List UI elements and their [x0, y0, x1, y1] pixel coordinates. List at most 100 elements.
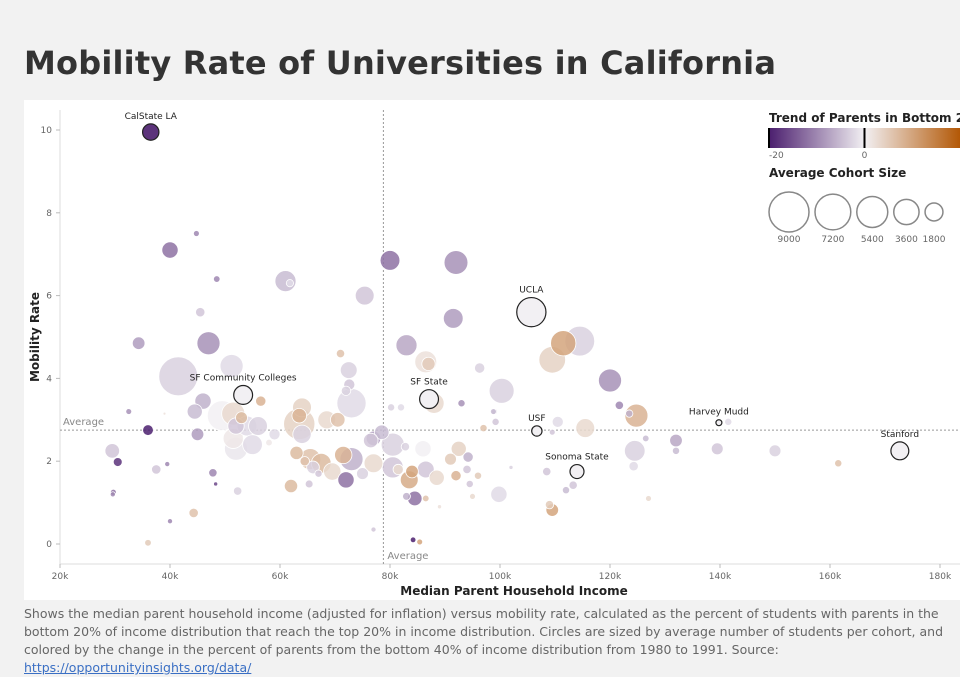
- size-legend-circle: [768, 191, 810, 233]
- data-point: [330, 412, 346, 428]
- data-point: [340, 385, 352, 396]
- data-point: [473, 471, 483, 480]
- average-mobility-label: Average: [63, 417, 104, 428]
- y-tick-label: 10: [41, 126, 53, 136]
- data-point: [193, 230, 200, 237]
- plot-area: 0 2 4 6 8 10 20k 40k 60k 80k 100k 120k 140k 160k 180k…: [41, 110, 960, 582]
- data-point: [465, 479, 474, 489]
- data-point: [314, 469, 323, 478]
- data-point: [469, 493, 476, 500]
- data-point: [289, 445, 304, 460]
- data-point: [479, 424, 488, 433]
- point-label: Harvey Mudd: [689, 408, 749, 418]
- x-tick-label: 140k: [709, 572, 732, 582]
- chart-panel: 0 2 4 6 8 10 20k 40k 60k 80k 100k 120k 140k 160k 180k…: [24, 100, 960, 600]
- data-point: [628, 461, 639, 472]
- data-point: [421, 356, 436, 371]
- trend-legend: Trend of Parents in Bottom 20% -20 0: [768, 111, 960, 161]
- x-tick-label: 80k: [382, 572, 399, 582]
- x-tick-label: 120k: [599, 572, 622, 582]
- data-point: [442, 308, 464, 329]
- labeled-point: [233, 384, 254, 405]
- data-point: [491, 417, 500, 426]
- data-point: [598, 368, 622, 393]
- caption-text: Shows the median parent household income…: [24, 606, 944, 657]
- data-point: [142, 424, 154, 436]
- data-point: [291, 407, 307, 424]
- data-point: [195, 307, 206, 318]
- data-point: [285, 279, 294, 288]
- size-legend-label: 5400: [861, 235, 884, 245]
- data-point: [443, 250, 469, 275]
- data-point: [131, 336, 146, 350]
- data-point: [834, 459, 843, 468]
- data-point: [213, 275, 221, 283]
- data-point: [488, 377, 515, 404]
- x-tick-label: 20k: [52, 572, 69, 582]
- size-legend-label: 7200: [821, 235, 844, 245]
- data-point: [561, 486, 571, 495]
- data-point: [422, 494, 430, 503]
- source-link[interactable]: https://opportunityinsights.org/data/: [24, 660, 252, 675]
- data-point: [409, 536, 417, 544]
- data-point: [450, 440, 467, 457]
- data-point: [396, 403, 406, 412]
- y-tick-label: 2: [46, 457, 52, 467]
- data-point: [363, 432, 379, 449]
- data-point: [768, 444, 782, 458]
- trend-legend-tick-label: -20: [769, 151, 784, 161]
- x-tick-label: 60k: [272, 572, 289, 582]
- page-title: Mobility Rate of Universities in Califor…: [24, 44, 777, 82]
- data-point: [304, 479, 314, 489]
- data-point: [283, 478, 299, 494]
- size-legend-circle: [856, 195, 889, 229]
- data-point: [125, 408, 133, 415]
- data-point: [462, 464, 472, 475]
- data-point: [379, 250, 401, 271]
- data-point: [436, 504, 443, 510]
- y-tick-label: 4: [46, 374, 52, 384]
- y-tick-label: 0: [46, 540, 52, 550]
- labeled-point: [419, 389, 440, 410]
- data-point: [339, 361, 358, 379]
- data-point: [233, 486, 243, 496]
- average-income-label: Average: [387, 551, 428, 562]
- data-point: [402, 492, 411, 501]
- data-point: [335, 348, 346, 359]
- data-point: [292, 424, 312, 444]
- data-point: [405, 464, 419, 479]
- x-tick-label: 100k: [489, 572, 512, 582]
- data-point: [235, 411, 248, 425]
- data-point: [490, 485, 508, 503]
- size-legend-label: 9000: [778, 235, 801, 245]
- data-point: [196, 331, 221, 356]
- data-point: [188, 507, 199, 519]
- x-tick-label: 160k: [819, 572, 842, 582]
- data-point: [213, 481, 219, 487]
- data-point: [462, 451, 474, 463]
- data-point: [337, 471, 355, 489]
- point-label: UCLA: [519, 286, 544, 296]
- point-label: Sonoma State: [545, 453, 609, 463]
- data-point: [575, 418, 596, 438]
- data-point: [112, 457, 123, 467]
- data-point: [671, 446, 681, 455]
- data-point: [414, 440, 432, 458]
- labeled-point: [569, 463, 585, 480]
- labeled-points-layer: CalState LA UCLA SF Community Colleges SF S…: [125, 112, 919, 480]
- y-axis-title: Mobility Rate: [28, 292, 42, 382]
- data-point: [625, 409, 634, 418]
- data-point: [392, 463, 404, 476]
- data-point: [548, 428, 556, 436]
- size-legend: Average Cohort Size 9000 7200 5400 3600 1800: [768, 166, 946, 245]
- data-point: [144, 539, 152, 547]
- labeled-point: [715, 419, 723, 427]
- data-point: [186, 403, 203, 420]
- y-axis-ticks: 0 2 4 6 8 10: [41, 126, 60, 550]
- size-legend-label: 3600: [895, 235, 918, 245]
- data-point: [490, 408, 497, 415]
- data-point: [151, 464, 162, 475]
- data-point: [724, 417, 733, 426]
- x-axis-title: Median Parent Household Income: [400, 584, 627, 598]
- point-label: SF Community Colleges: [190, 374, 297, 384]
